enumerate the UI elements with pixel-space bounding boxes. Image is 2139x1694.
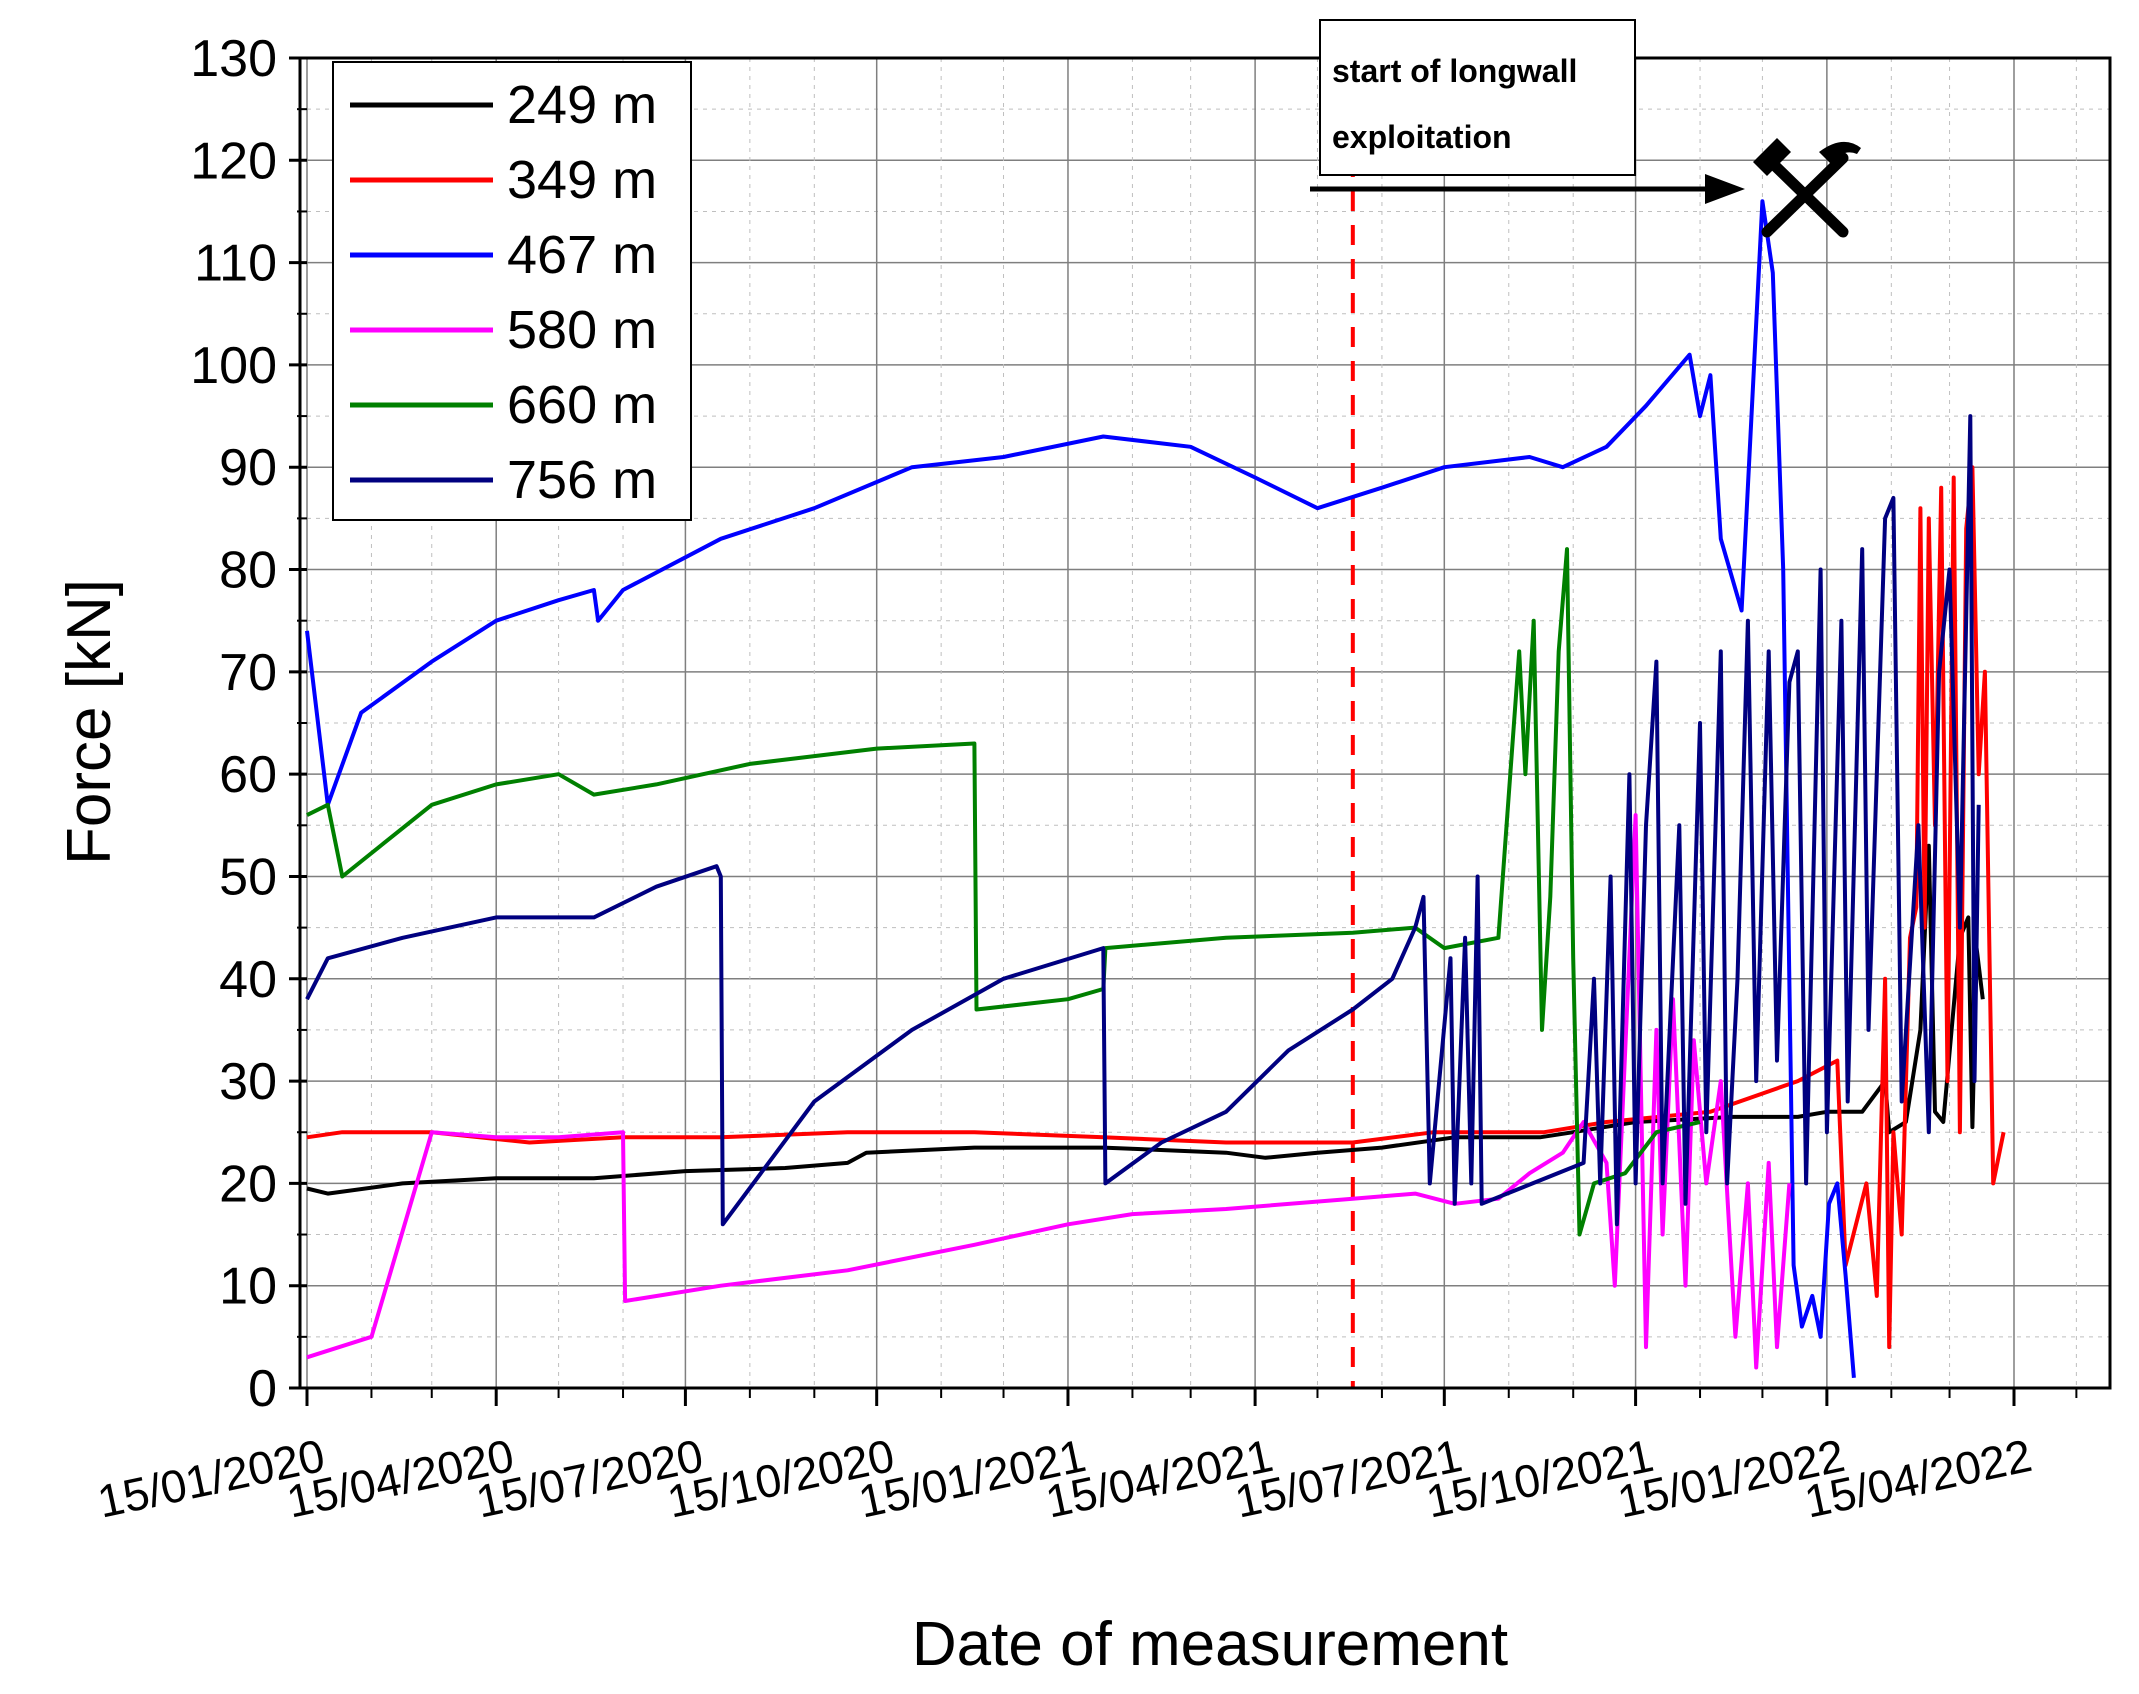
series-line-756-m	[305, 414, 1981, 1227]
axis-ticks	[289, 56, 2078, 1406]
hammer-and-pick-icon	[1753, 138, 1861, 238]
legend-label: 660 m	[507, 375, 657, 435]
series-layer	[305, 199, 2006, 1378]
legend: 249 m 349 m 467 m 580 m 660 m 756 m	[332, 61, 692, 521]
x-axis-title: Date of measurement	[912, 1610, 1508, 1679]
series-line-349-m	[306, 465, 2006, 1350]
y-tick-label: 0	[248, 1360, 277, 1418]
legend-label: 349 m	[507, 150, 657, 210]
legend-label: 249 m	[507, 75, 657, 135]
y-tick-label: 40	[219, 951, 277, 1009]
y-tick-label: 10	[219, 1258, 277, 1316]
annotation-box	[1319, 19, 1636, 176]
legend-items: 249 m 349 m 467 m 580 m 660 m 756 m	[350, 75, 657, 510]
y-tick-label: 120	[190, 132, 277, 190]
y-tick-label: 20	[219, 1155, 277, 1213]
annotation-text-line2: exploitation	[1332, 119, 1512, 155]
y-tick-label: 90	[219, 439, 277, 497]
legend-label: 467 m	[507, 225, 657, 285]
y-tick-label: 70	[219, 644, 277, 702]
series-line-249-m	[306, 843, 1985, 1196]
y-axis-title: Force [kN]	[55, 579, 124, 865]
annotation: start of longwall exploitation	[1310, 19, 1861, 238]
annotation-arrowhead	[1705, 174, 1745, 204]
annotation-text-line1: start of longwall	[1332, 53, 1577, 89]
legend-box	[332, 61, 692, 521]
y-tick-label: 60	[219, 746, 277, 804]
series-line-580-m	[306, 813, 1792, 1370]
y-tick-label: 100	[190, 337, 277, 395]
y-tick-label: 80	[219, 542, 277, 600]
y-tick-label: 110	[194, 235, 277, 293]
series-line-467-m	[305, 199, 1856, 1378]
y-tick-labels: 0 10 20 30 40 50 60 70 80 90 100 110 120 130	[190, 30, 277, 1418]
y-tick-label: 50	[219, 848, 277, 906]
y-tick-label: 30	[219, 1053, 277, 1111]
y-tick-label: 130	[190, 30, 277, 88]
legend-label: 756 m	[507, 450, 657, 510]
legend-label: 580 m	[507, 300, 657, 360]
series-line-660-m	[306, 547, 1701, 1237]
